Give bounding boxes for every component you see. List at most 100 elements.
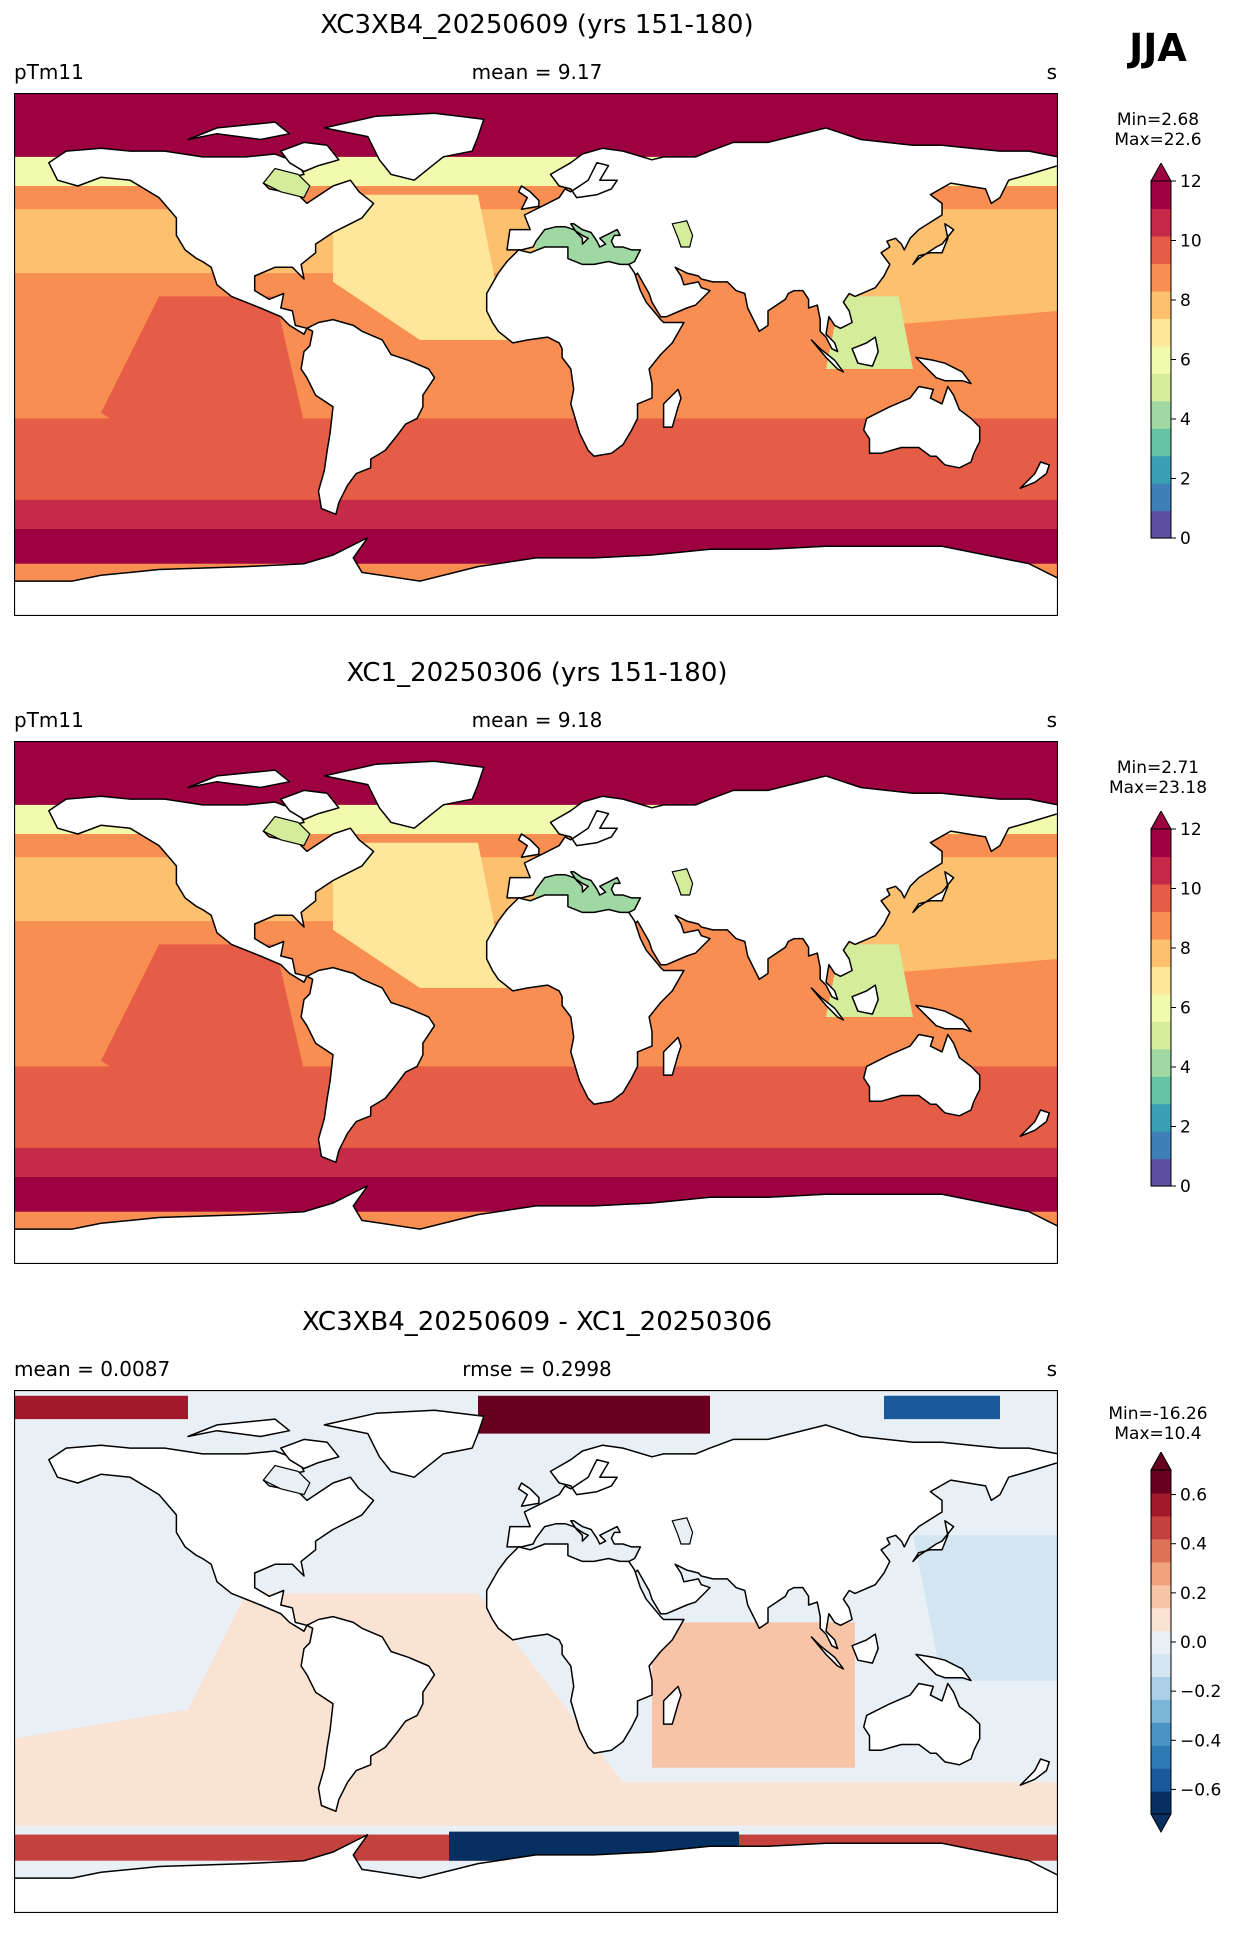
colorbar-segment [1151, 1076, 1171, 1105]
colorbar-tick-label: 0 [1180, 529, 1191, 549]
africa-land [485, 246, 685, 457]
panel-1-colorbar: 0 2 4 6 8 10 12 [1150, 163, 1202, 549]
antarctica-land [14, 537, 1058, 616]
colorbar-tick-label: −0.6 [1180, 1780, 1221, 1800]
greenland-land [323, 760, 485, 829]
colorbar-extend-max [1150, 1452, 1172, 1471]
colorbar-segment [1151, 1158, 1171, 1187]
south-america-land [300, 318, 436, 516]
colorbar-segment [1151, 1791, 1171, 1815]
great-britain-land [517, 833, 540, 858]
panel-2-variable-label: pTm11 [14, 708, 84, 732]
colorbar-segment [1151, 1538, 1171, 1563]
colorbar-tick-label: 0.0 [1180, 1633, 1207, 1653]
map-frame [14, 741, 1058, 1264]
antarctica-coastline [14, 1184, 1058, 1230]
panel-3-mean-label: mean = 0.0087 [14, 1357, 171, 1381]
sumatra-land [810, 987, 845, 1021]
eurasia-land [506, 775, 1058, 1001]
colorbar-segment [1151, 1103, 1171, 1132]
colorbar-segment [1151, 428, 1171, 457]
colorbar-tick-label: 8 [1180, 291, 1191, 311]
arctic-positive-region [14, 1395, 188, 1420]
colorbar-tick-label: 2 [1180, 1118, 1191, 1138]
colorbar-segment [1151, 455, 1171, 484]
japan-land [912, 871, 955, 914]
southern-ocean-band [14, 1147, 1058, 1177]
eurasia-land [506, 1424, 1058, 1650]
colorbar-segment [1151, 1653, 1171, 1677]
panel-1-unit-label: s [1046, 60, 1057, 84]
colorbar-segment [1151, 883, 1171, 912]
colorbar-segment [1151, 1492, 1171, 1517]
canadian-archipelago-land [187, 1418, 291, 1438]
panel-3-max-label: Max=10.4 [1114, 1424, 1202, 1444]
africa-land [485, 894, 685, 1105]
colorbar-segment [1151, 181, 1171, 210]
australia-land [862, 1033, 981, 1117]
madagascar-land [662, 1036, 682, 1076]
colorbar-segment [1151, 1607, 1171, 1632]
colorbar-tick-label: 2 [1180, 470, 1191, 490]
colorbar-tick-label: 10 [1180, 232, 1202, 252]
new-zealand-land [1019, 461, 1051, 489]
colorbar-tick-label: 8 [1180, 939, 1191, 959]
hudson-bay [262, 167, 311, 199]
antarctica-land [14, 1834, 1058, 1913]
new-zealand-land [1019, 1109, 1051, 1137]
colorbar-tick-label: −0.2 [1180, 1682, 1221, 1702]
panel-1-min-label: Min=2.68 [1116, 110, 1200, 130]
canadian-archipelago-land [187, 121, 291, 141]
sumatra-land [810, 1636, 845, 1670]
colorbar-segment [1151, 1722, 1171, 1746]
colorbar-segment [1151, 263, 1171, 292]
madagascar-land [662, 388, 682, 428]
panel-2-title: XC1_20250306 (yrs 151-180) [346, 658, 728, 688]
greenland-land [323, 1409, 485, 1478]
colorbar-extend-max [1150, 163, 1172, 182]
east-pacific-region [101, 944, 319, 1134]
colorbar-segment [1151, 510, 1171, 539]
colorbar-segment [1151, 483, 1171, 512]
antarctica-land [14, 1185, 1058, 1264]
colorbar-segment [1151, 938, 1171, 967]
panel-1-mean-label: mean = 9.17 [471, 60, 603, 84]
colorbar-tick-label: −0.4 [1180, 1731, 1221, 1751]
panel-3-map [14, 1390, 1058, 1913]
colorbar-segment [1151, 1470, 1171, 1494]
map-frame [14, 1390, 1058, 1913]
positive-region [14, 1593, 1058, 1826]
greenland-land [323, 112, 485, 181]
sumatra-land [810, 339, 845, 373]
new-guinea-land [915, 1653, 972, 1682]
antarctica-coastline [14, 1833, 1058, 1879]
borneo-land [851, 1633, 879, 1664]
hudson-bay [262, 1464, 311, 1496]
panel-2-mean-label: mean = 9.18 [471, 708, 603, 732]
colorbar-segment [1151, 1768, 1171, 1792]
panel-3-colorbar: −0.6 −0.4 −0.2 0.0 0.2 0.4 0.6 [1150, 1452, 1221, 1834]
panel-1-minmax: Min=2.68 Max=22.6 [1114, 110, 1201, 150]
colorbar-tick-label: 4 [1180, 410, 1191, 430]
japan-land [912, 1520, 955, 1563]
colorbar-tick-label: 6 [1180, 351, 1191, 371]
colorbar-segment [1151, 1676, 1171, 1700]
colorbar-segment [1151, 345, 1171, 374]
new-guinea-land [915, 1004, 972, 1033]
japan-land [912, 223, 955, 266]
hudson-bay [262, 815, 311, 847]
colorbar-segment [1151, 1561, 1171, 1586]
canadian-archipelago-land [187, 769, 291, 789]
panel-2-unit-label: s [1046, 708, 1057, 732]
australia-land [862, 1682, 981, 1766]
new-guinea-land [915, 356, 972, 385]
baffin-island-land [280, 1438, 340, 1470]
colorbar-segment [1151, 1131, 1171, 1160]
west-pacific-region [913, 1535, 1058, 1681]
borneo-land [851, 984, 879, 1015]
south-america-land [300, 1615, 436, 1813]
colorbar-segment [1151, 290, 1171, 319]
panel-1-title: XC3XB4_20250609 (yrs 151-180) [320, 10, 754, 40]
caspian-sea [671, 1517, 694, 1545]
panel-2-map [14, 741, 1058, 1264]
